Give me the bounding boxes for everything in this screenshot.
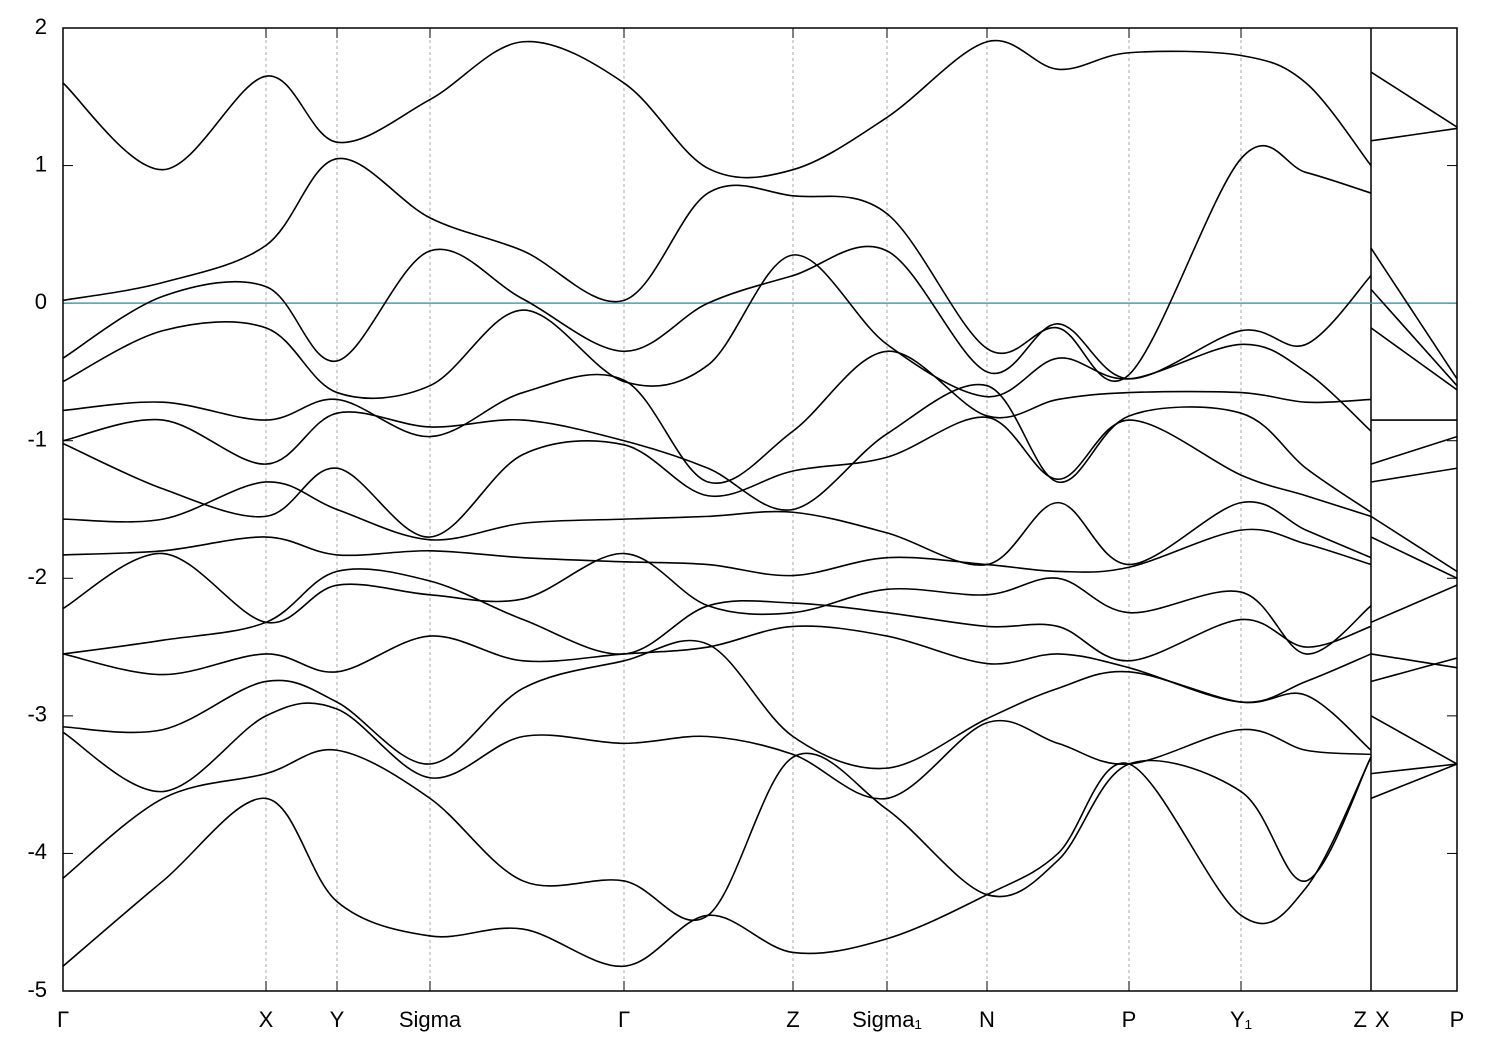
x-tick-label: P — [1450, 1007, 1465, 1032]
x-tick-label: Sigma — [399, 1007, 462, 1032]
band — [63, 383, 1457, 513]
band — [63, 568, 1457, 662]
plot-frame — [62, 27, 1458, 992]
band — [63, 327, 1457, 484]
y-tick-label: -1 — [27, 427, 47, 452]
x-tick-label: P — [1122, 1007, 1137, 1032]
x-tick-label: X — [1375, 1007, 1390, 1032]
band — [63, 625, 1457, 704]
x-tick-label: Z — [1354, 1007, 1367, 1032]
band — [63, 702, 1457, 800]
y-tick-label: 0 — [35, 289, 47, 314]
band — [63, 467, 1457, 566]
y-tick-label: 2 — [35, 14, 47, 39]
band — [63, 416, 1457, 538]
band — [63, 127, 1457, 383]
y-tick-label: 1 — [35, 151, 47, 176]
y-tick-label: -4 — [27, 839, 47, 864]
band — [63, 639, 1457, 770]
band — [63, 245, 1457, 380]
x-tick-label: Sigma₁ — [852, 1007, 922, 1032]
y-tick-label: -2 — [27, 564, 47, 589]
band — [63, 536, 1457, 655]
x-tick-label: Y₁ — [1230, 1007, 1252, 1032]
x-tick-label: N — [979, 1007, 995, 1032]
band — [63, 515, 1457, 577]
y-tick-label: -5 — [27, 977, 47, 1002]
x-tick-label: Γ — [57, 1007, 69, 1032]
y-tick-label: -3 — [27, 702, 47, 727]
x-tick-label: Γ — [618, 1007, 630, 1032]
x-tick-label: Y — [330, 1007, 345, 1032]
x-tick-label: X — [259, 1007, 274, 1032]
band — [63, 748, 1457, 922]
band — [63, 254, 1457, 432]
band — [63, 39, 1457, 179]
x-tick-label: Z — [786, 1007, 799, 1032]
band — [63, 756, 1457, 968]
